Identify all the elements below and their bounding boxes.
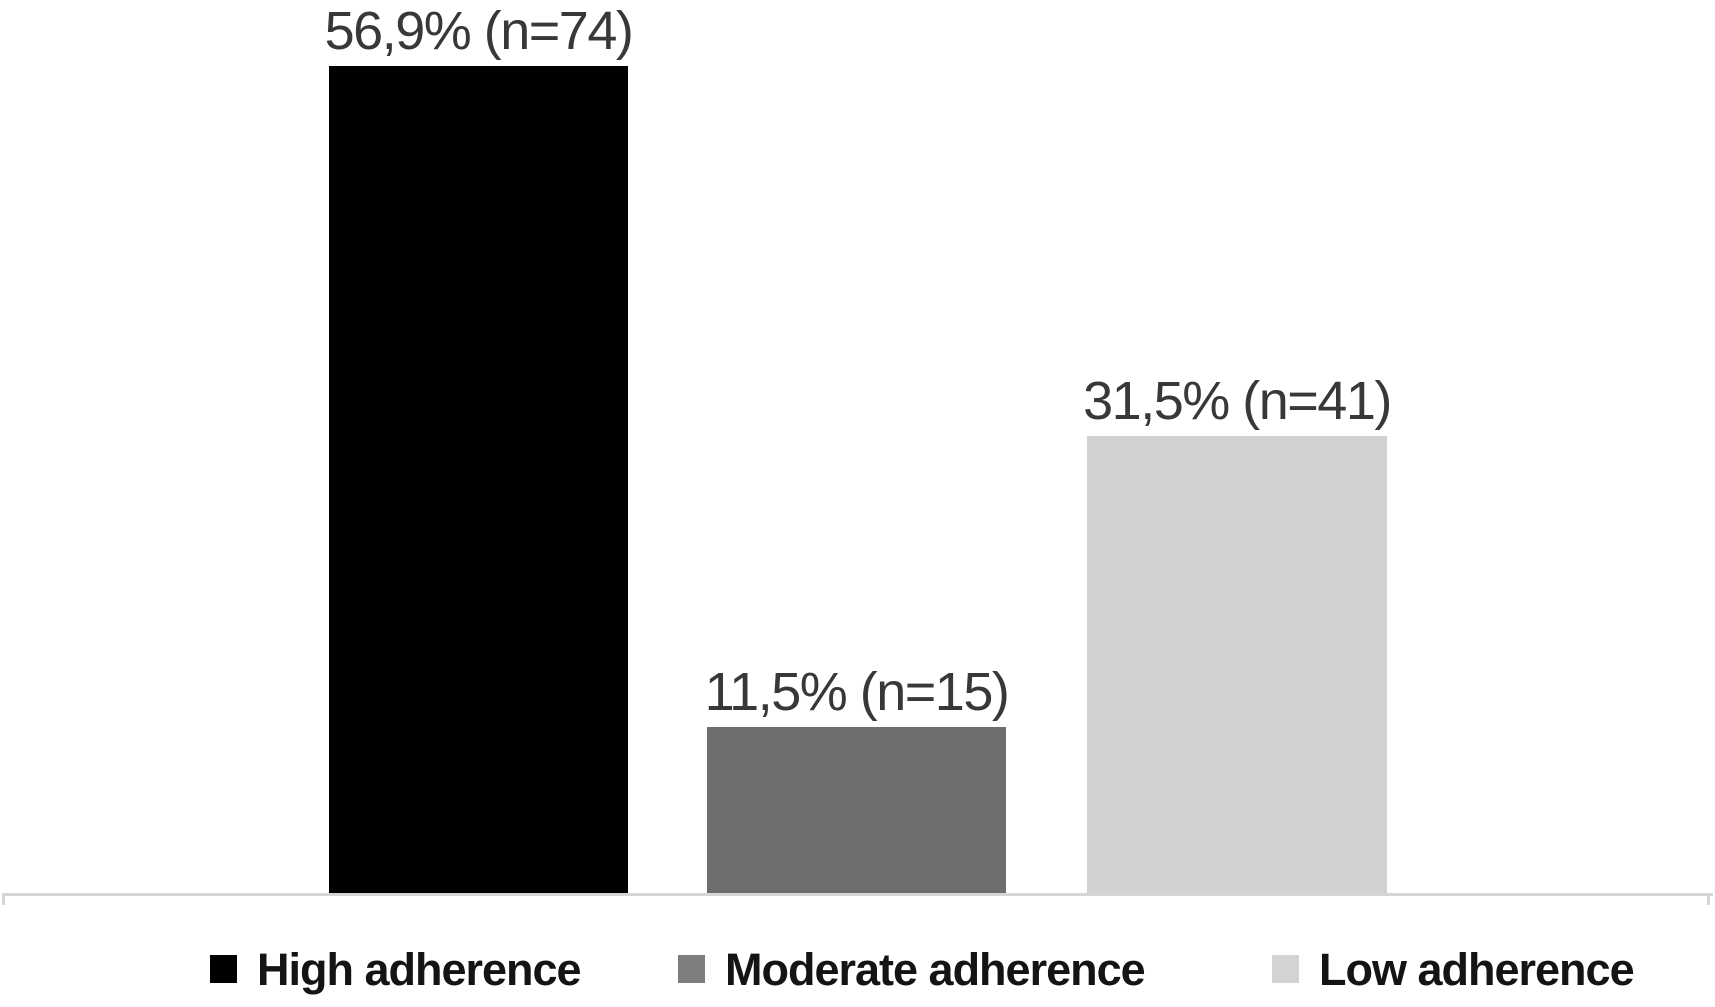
bar-value-label-high: 56,9% (n=74) bbox=[324, 0, 634, 61]
legend-marker-high-icon bbox=[210, 955, 237, 983]
bar-group-moderate-adherence: 11,5% (n=15) bbox=[704, 0, 1010, 894]
x-axis-left-tick bbox=[2, 893, 5, 905]
legend-marker-low-icon bbox=[1272, 955, 1299, 983]
legend-item-low-adherence: Low adherence bbox=[1272, 943, 1635, 995]
bar-value-label-moderate: 11,5% (n=15) bbox=[704, 661, 1010, 722]
bar-value-label-low: 31,5% (n=41) bbox=[1083, 370, 1392, 431]
legend-label-moderate: Moderate adherence bbox=[725, 943, 1146, 995]
bar-moderate-adherence bbox=[707, 727, 1006, 894]
legend-item-moderate-adherence: Moderate adherence bbox=[678, 943, 1146, 995]
legend-label-low: Low adherence bbox=[1319, 943, 1635, 995]
legend-marker-moderate-icon bbox=[678, 955, 705, 983]
legend-label-high: High adherence bbox=[257, 943, 582, 995]
legend-item-high-adherence: High adherence bbox=[210, 943, 582, 995]
bar-group-high-adherence: 56,9% (n=74) bbox=[325, 0, 634, 894]
x-axis-line bbox=[2, 893, 1713, 896]
bar-low-adherence bbox=[1087, 436, 1387, 894]
plot-area: 56,9% (n=74) 11,5% (n=15) 31,5% (n=41) bbox=[325, 0, 1392, 894]
bar-high-adherence bbox=[329, 66, 628, 894]
bar-group-low-adherence: 31,5% (n=41) bbox=[1083, 0, 1392, 894]
chart-legend: High adherence Moderate adherence Low ad… bbox=[0, 944, 1715, 1000]
x-axis-right-tick bbox=[1707, 893, 1710, 905]
